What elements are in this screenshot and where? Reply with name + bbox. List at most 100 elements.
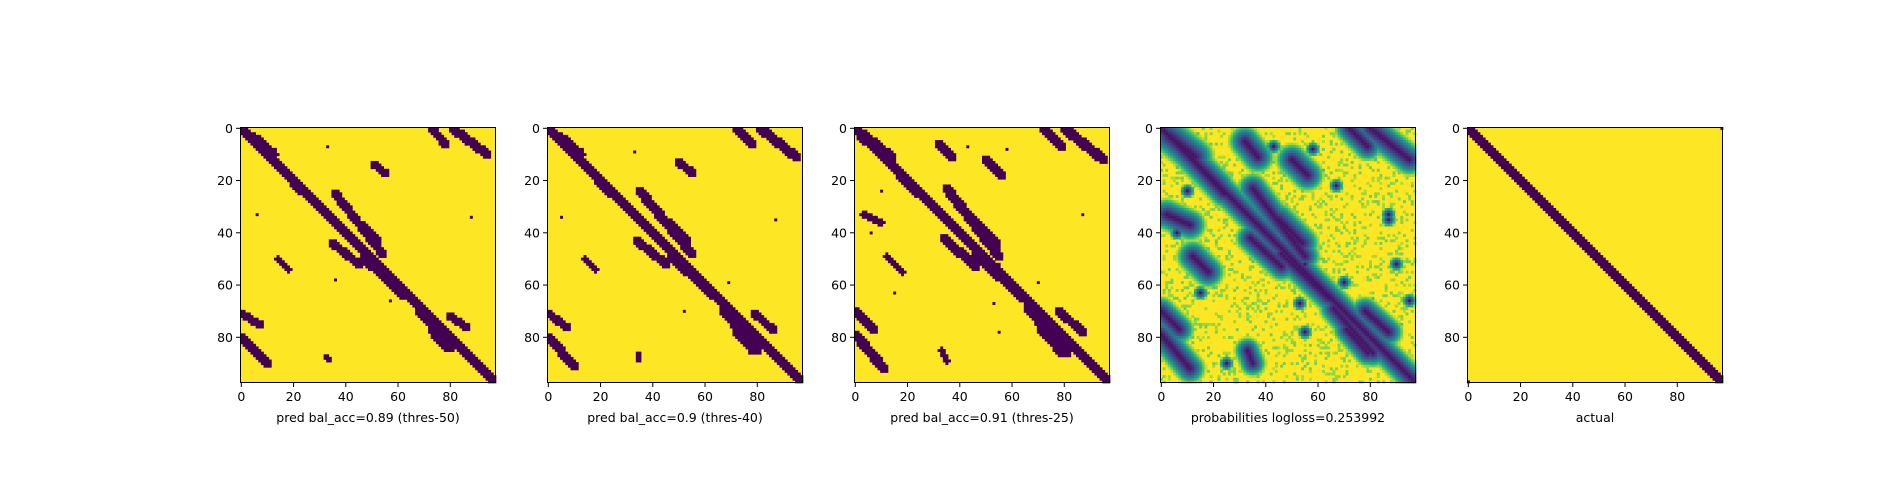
heatmap-cell (784, 150, 788, 154)
heatmap-cell (742, 134, 746, 138)
heatmap-cell (607, 192, 611, 196)
heatmap-cell (992, 255, 996, 258)
heatmap-cell (1188, 129, 1192, 133)
heatmap-cell (963, 213, 967, 217)
heatmap-cell (336, 200, 340, 204)
heatmap-cell (795, 372, 799, 376)
heatmap-cell (627, 213, 631, 217)
heatmap-cell (763, 129, 767, 133)
heatmap-cell (1173, 147, 1177, 151)
heatmap-cell (482, 375, 486, 379)
heatmap-cell (240, 315, 243, 319)
heatmap-cell (1254, 158, 1257, 162)
heatmap-cell (454, 320, 458, 324)
heatmap-cell (1091, 364, 1095, 368)
heatmap-cell (1214, 179, 1218, 183)
heatmap-cell (339, 226, 343, 230)
heatmap-cell (929, 200, 933, 204)
heatmap-cell (1350, 166, 1354, 170)
heatmap-cell (755, 343, 759, 347)
heatmap-cell (685, 273, 689, 277)
heatmap-cell (927, 200, 931, 204)
heatmap-cell (664, 249, 668, 253)
heatmap-cell (396, 294, 400, 298)
heatmap-cell (656, 231, 660, 235)
heatmap-cell (362, 228, 366, 232)
heatmap-cell (1288, 171, 1291, 175)
heatmap-cell (1044, 134, 1048, 138)
heatmap-cell (1233, 176, 1237, 180)
heatmap-cell (740, 328, 744, 332)
heatmap-cell (1167, 142, 1171, 146)
heatmap-cell (591, 166, 595, 170)
heatmap-cell (940, 213, 944, 217)
heatmap-cell (456, 349, 460, 352)
heatmap-cell (1055, 137, 1059, 141)
heatmap-cell (950, 155, 954, 159)
heatmap-cell (787, 153, 791, 157)
heatmap-cell (1382, 145, 1385, 149)
heatmap-cell (1173, 158, 1177, 162)
heatmap-cell (948, 244, 951, 248)
heatmap-cell (480, 367, 484, 371)
heatmap-cell (1062, 312, 1066, 316)
heatmap-cell (1217, 179, 1221, 183)
heatmap-cell (737, 134, 741, 138)
heatmap-cell (740, 137, 744, 141)
heatmap-cell (360, 260, 364, 264)
heatmap-cell (784, 145, 788, 149)
heatmap-cell (916, 194, 920, 198)
heatmap-cell (950, 153, 954, 157)
heatmap-cell (1240, 134, 1244, 138)
heatmap-cell (1222, 179, 1226, 183)
heatmap-cell (706, 281, 710, 285)
heatmap-cell (680, 228, 684, 232)
heatmap-cell (266, 364, 270, 368)
heatmap-cell (378, 168, 382, 172)
heatmap-cell (1186, 132, 1190, 136)
heatmap-cell (893, 166, 897, 170)
heatmap-cell (664, 260, 668, 264)
heatmap-cell (349, 234, 353, 238)
heatmap-cell (331, 247, 335, 251)
heatmap-cell (1277, 145, 1281, 149)
heatmap-cell (1070, 343, 1074, 347)
heatmap-cell (706, 294, 710, 298)
heatmap-cell (664, 257, 668, 261)
heatmap-cell (1214, 174, 1218, 177)
heatmap-cell (620, 202, 624, 206)
heatmap-cell (976, 249, 980, 253)
heatmap-cell (594, 174, 597, 177)
heatmap-cell (588, 168, 592, 172)
heatmap-cell (588, 262, 592, 266)
heatmap-cell (1274, 163, 1278, 167)
heatmap-cell (755, 335, 759, 339)
heatmap-cell (567, 364, 571, 368)
heatmap-cell (580, 166, 584, 170)
heatmap-cell (357, 257, 361, 261)
heatmap-cell (864, 351, 868, 355)
heatmap-cell (856, 132, 860, 136)
heatmap-cell (245, 315, 249, 319)
heatmap-cell (792, 377, 796, 381)
heatmap-cell (1389, 142, 1393, 146)
heatmap-cell (903, 179, 907, 183)
heatmap-cell (1099, 155, 1103, 159)
heatmap-cell (1306, 147, 1310, 151)
heatmap-cell (995, 273, 999, 277)
heatmap-cell (1196, 140, 1200, 144)
heatmap-cell (651, 210, 655, 214)
heatmap-cell (594, 181, 597, 185)
heatmap-cell (560, 320, 564, 324)
x-tick-label: 0 (851, 389, 859, 404)
heatmap-cell (984, 228, 988, 232)
heatmap-cell (667, 231, 671, 235)
heatmap-cell (682, 231, 686, 235)
heatmap-cell (643, 194, 647, 198)
heatmap-cell (462, 354, 465, 358)
heatmap-cell (334, 223, 337, 227)
heatmap-cell (341, 223, 345, 227)
heatmap-cell (1405, 129, 1409, 133)
heatmap-cell (677, 234, 681, 238)
heatmap-cell (792, 147, 796, 151)
